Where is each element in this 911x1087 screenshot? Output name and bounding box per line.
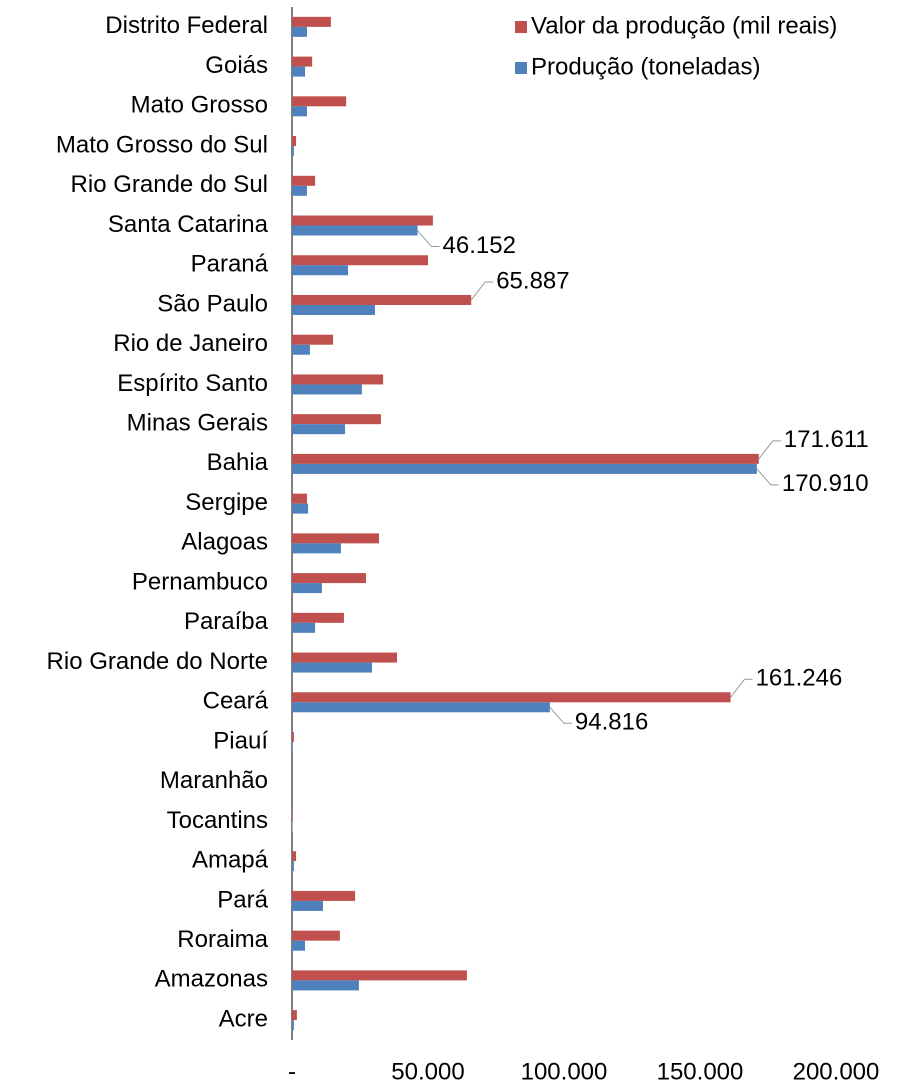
- bar: [292, 225, 418, 236]
- bar: [292, 424, 346, 435]
- bar: [292, 742, 293, 753]
- bar: [292, 255, 428, 266]
- y-tick-label: Maranhão: [160, 767, 268, 794]
- bar: [292, 344, 310, 355]
- bar: [292, 970, 467, 981]
- leader-line: [417, 230, 440, 248]
- bar: [292, 215, 433, 226]
- bar: [292, 16, 331, 27]
- bar: [292, 1020, 294, 1031]
- bar: [292, 106, 307, 117]
- bar: [292, 96, 347, 107]
- y-tick-label: Piauí: [213, 727, 268, 754]
- bar: [292, 175, 316, 186]
- bar: [292, 56, 313, 67]
- bar: [292, 573, 366, 584]
- y-tick-label: Paraíba: [184, 608, 269, 635]
- bar: [292, 930, 340, 941]
- bar: [292, 26, 307, 37]
- bar: [292, 940, 306, 951]
- bar: [292, 732, 294, 743]
- x-tick-label: -: [288, 1058, 296, 1085]
- bar: [292, 384, 362, 395]
- x-tick-label: 200.000: [793, 1058, 880, 1085]
- leader-line: [730, 678, 753, 698]
- bar: [292, 304, 375, 315]
- y-tick-label: Rio Grande do Sul: [71, 171, 268, 198]
- bar: [292, 900, 324, 911]
- legend-label: Produção (toneladas): [531, 53, 760, 80]
- y-tick-label: Pará: [217, 886, 268, 913]
- bar: [292, 662, 372, 673]
- y-tick-label: Bahia: [207, 449, 269, 476]
- leader-line: [549, 706, 572, 724]
- bar: [292, 503, 309, 514]
- data-label: 161.246: [756, 665, 843, 692]
- bar: [292, 463, 757, 474]
- x-tick-label: 50.000: [391, 1058, 464, 1085]
- bar: [292, 702, 550, 713]
- bar: [292, 265, 349, 276]
- bar: [292, 851, 297, 862]
- y-tick-label: São Paulo: [157, 290, 268, 317]
- data-label: 46.152: [443, 232, 516, 259]
- data-label: 94.816: [575, 709, 648, 736]
- bar: [292, 493, 307, 504]
- bar: [292, 136, 297, 147]
- y-tick-label: Sergipe: [185, 489, 268, 516]
- legend-swatch: [515, 62, 527, 74]
- bar: [292, 612, 344, 623]
- x-tick-label: 150.000: [657, 1058, 744, 1085]
- leader-line: [470, 281, 494, 301]
- bar: [292, 1010, 297, 1021]
- y-tick-label: Acre: [219, 1005, 268, 1032]
- bar: [292, 334, 334, 345]
- bar: [292, 692, 731, 703]
- data-label: 170.910: [782, 470, 869, 497]
- y-tick-label: Paraná: [191, 251, 269, 278]
- bar: [292, 811, 293, 822]
- bar: [292, 890, 356, 901]
- y-tick-label: Goiás: [205, 52, 268, 79]
- y-tick-label: Tocantins: [167, 807, 268, 834]
- y-tick-label: Ceará: [203, 688, 269, 715]
- y-tick-label: Pernambuco: [132, 568, 268, 595]
- bar: [292, 533, 380, 544]
- bar: [292, 453, 759, 464]
- data-label: 65.887: [496, 267, 569, 294]
- data-label: 171.611: [784, 426, 869, 453]
- bar: [292, 861, 294, 872]
- y-tick-label: Mato Grosso: [131, 92, 268, 119]
- leader-line: [758, 440, 781, 460]
- bar: [292, 374, 384, 385]
- bar: [292, 583, 322, 594]
- bar: [292, 821, 293, 832]
- y-tick-label: Mato Grosso do Sul: [56, 131, 268, 158]
- legend-label: Valor da produção (mil reais): [531, 12, 837, 39]
- y-tick-label: Rio de Janeiro: [113, 330, 268, 357]
- bar: [292, 543, 341, 554]
- y-tick-label: Distrito Federal: [105, 12, 268, 39]
- y-tick-label: Rio Grande do Norte: [47, 648, 268, 675]
- bar: [292, 146, 294, 157]
- y-tick-label: Santa Catarina: [108, 211, 269, 238]
- x-tick-label: 100.000: [521, 1058, 608, 1085]
- bar: [292, 622, 316, 633]
- y-tick-label: Minas Gerais: [127, 410, 268, 437]
- bar: [292, 66, 306, 77]
- leader-line: [756, 468, 779, 486]
- legend-swatch: [515, 21, 527, 33]
- bar: [292, 294, 472, 305]
- bar: [292, 980, 359, 991]
- y-tick-label: Roraima: [177, 926, 268, 953]
- bar: [292, 185, 307, 196]
- y-tick-label: Espírito Santo: [117, 370, 268, 397]
- bar: [292, 414, 381, 425]
- bar: [292, 652, 397, 663]
- y-tick-label: Amapá: [192, 847, 269, 874]
- y-tick-label: Amazonas: [155, 966, 268, 993]
- y-tick-label: Alagoas: [181, 529, 268, 556]
